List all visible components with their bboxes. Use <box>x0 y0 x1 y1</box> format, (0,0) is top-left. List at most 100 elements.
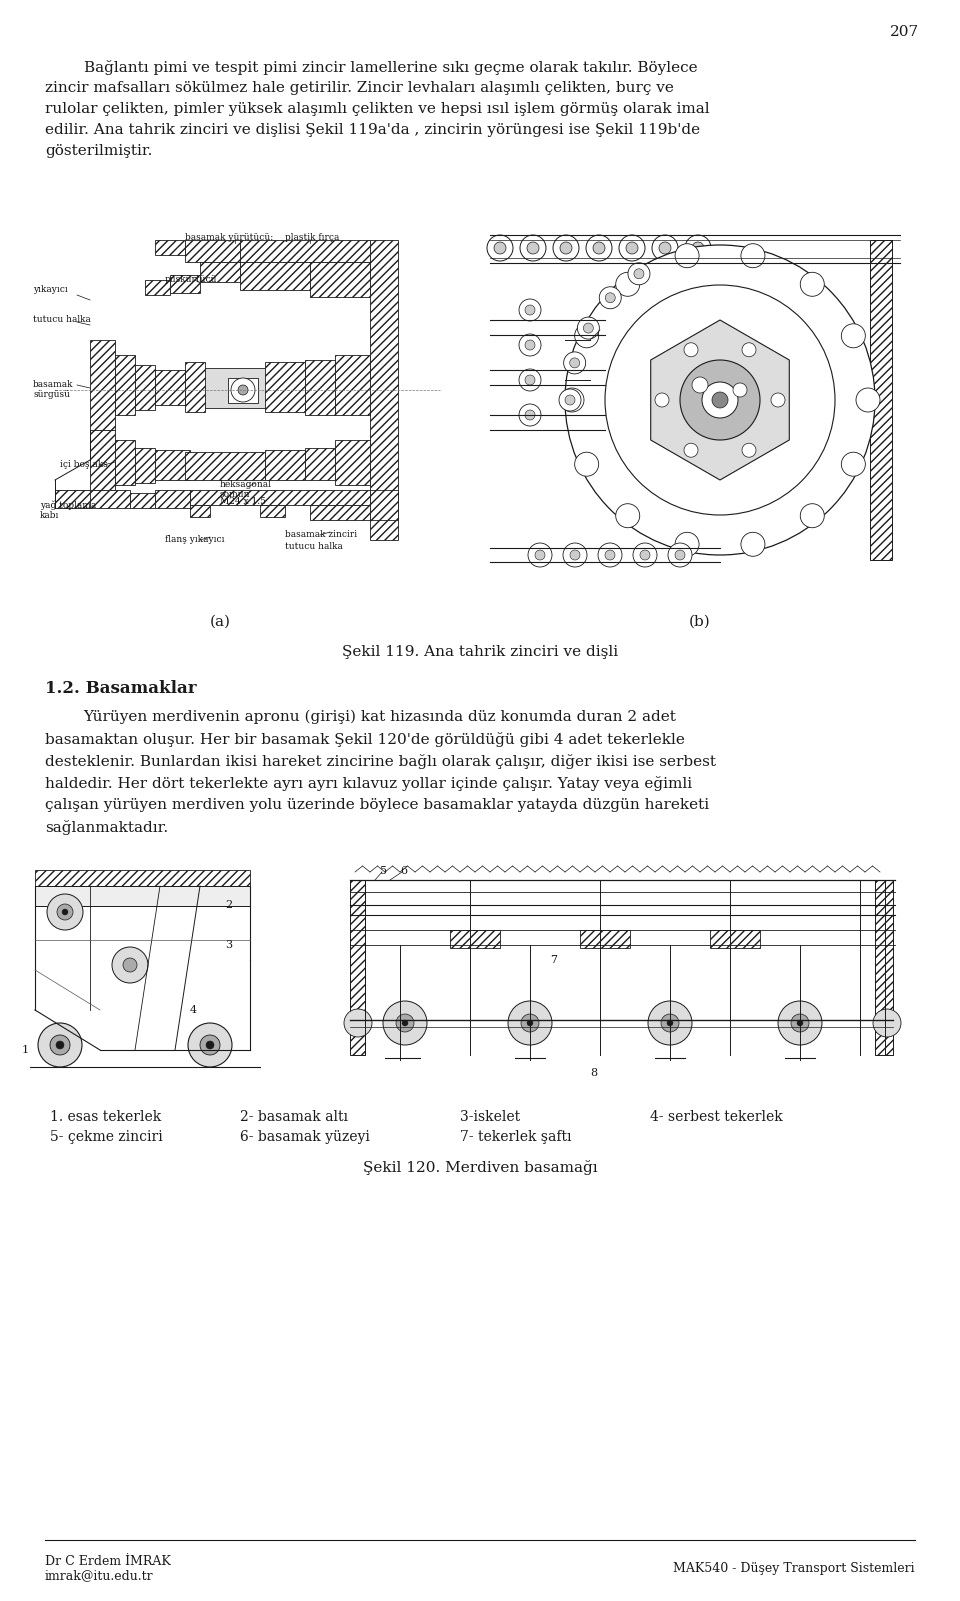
Bar <box>145 280 170 295</box>
Bar <box>335 440 370 485</box>
Text: püskürtücü: püskürtücü <box>165 275 218 283</box>
Text: 7- tekerlek şaftı: 7- tekerlek şaftı <box>460 1130 571 1145</box>
Circle shape <box>62 909 68 916</box>
Circle shape <box>508 1001 552 1045</box>
Circle shape <box>563 543 587 567</box>
Text: 1: 1 <box>22 1045 29 1055</box>
Text: imrak@itu.edu.tr: imrak@itu.edu.tr <box>45 1569 154 1582</box>
Circle shape <box>47 893 83 930</box>
Circle shape <box>200 1034 220 1055</box>
Bar <box>310 263 370 298</box>
Text: sağlanmaktadır.: sağlanmaktadır. <box>45 820 168 836</box>
Circle shape <box>559 389 581 411</box>
Text: gösterilmiştir.: gösterilmiştir. <box>45 144 153 158</box>
Circle shape <box>50 1034 70 1055</box>
Bar <box>170 275 200 293</box>
Circle shape <box>402 1020 408 1026</box>
Circle shape <box>684 443 698 458</box>
Text: 4- serbest tekerlek: 4- serbest tekerlek <box>650 1109 782 1124</box>
Bar <box>90 431 115 490</box>
Bar <box>190 490 370 504</box>
Text: basamak
sürgüsü: basamak sürgüsü <box>33 379 74 399</box>
Bar <box>310 504 370 520</box>
Circle shape <box>873 1009 901 1037</box>
Bar <box>155 240 185 255</box>
Circle shape <box>519 403 541 426</box>
Circle shape <box>520 235 546 261</box>
Circle shape <box>553 235 579 261</box>
Text: Şekil 119. Ana tahrik zinciri ve dişli: Şekil 119. Ana tahrik zinciri ve dişli <box>342 645 618 660</box>
Bar <box>35 869 250 885</box>
Circle shape <box>712 392 728 408</box>
Bar <box>305 448 335 480</box>
Circle shape <box>628 263 650 285</box>
Bar <box>135 448 155 484</box>
Circle shape <box>494 242 506 255</box>
Text: zincir mafsalları sökülmez hale getirilir. Zincir levhaları alaşımlı çelikten, b: zincir mafsalları sökülmez hale getirili… <box>45 82 674 94</box>
Text: (a): (a) <box>209 615 230 629</box>
Text: tutucu halka: tutucu halka <box>285 543 343 551</box>
Circle shape <box>565 245 875 556</box>
Text: basamak yürütücü:: basamak yürütücü: <box>185 234 274 242</box>
Circle shape <box>344 1009 372 1037</box>
Circle shape <box>525 339 535 351</box>
Circle shape <box>525 375 535 384</box>
Text: M24 x 1.5: M24 x 1.5 <box>220 496 266 506</box>
Bar <box>130 493 155 508</box>
Circle shape <box>741 243 765 267</box>
Circle shape <box>655 392 669 407</box>
Circle shape <box>56 1041 64 1049</box>
Circle shape <box>605 285 835 516</box>
Circle shape <box>801 504 825 528</box>
Circle shape <box>519 335 541 355</box>
Bar <box>260 504 285 517</box>
Circle shape <box>742 443 756 458</box>
Circle shape <box>791 1013 809 1033</box>
Circle shape <box>231 378 255 402</box>
Circle shape <box>525 306 535 315</box>
Bar <box>115 355 135 415</box>
Circle shape <box>702 383 738 418</box>
Text: desteklenir. Bunlardan ikisi hareket zincirine bağlı olarak çalışır, diğer ikisi: desteklenir. Bunlardan ikisi hareket zin… <box>45 754 716 768</box>
Bar <box>35 885 250 906</box>
Circle shape <box>742 343 756 357</box>
Circle shape <box>519 368 541 391</box>
Text: 5: 5 <box>380 866 387 876</box>
Circle shape <box>778 1001 822 1045</box>
Bar <box>228 378 258 403</box>
Text: basamak zinciri: basamak zinciri <box>285 530 357 540</box>
Text: 5- çekme zinciri: 5- çekme zinciri <box>50 1130 163 1145</box>
Circle shape <box>841 451 865 475</box>
Circle shape <box>527 242 539 255</box>
Bar <box>190 368 270 408</box>
Text: Bağlantı pimi ve tespit pimi zincir lamellerine sıkı geçme olarak takılır. Böyle: Bağlantı pimi ve tespit pimi zincir lame… <box>45 59 698 75</box>
Bar <box>710 930 760 948</box>
Circle shape <box>396 1013 414 1033</box>
Circle shape <box>112 948 148 983</box>
Circle shape <box>605 293 615 303</box>
Text: 7: 7 <box>550 956 557 965</box>
Bar <box>200 263 240 282</box>
Bar <box>185 240 240 263</box>
Bar <box>240 263 310 290</box>
Circle shape <box>675 243 699 267</box>
Bar <box>185 362 205 411</box>
Circle shape <box>525 410 535 419</box>
Circle shape <box>626 242 638 255</box>
Circle shape <box>741 532 765 556</box>
Circle shape <box>598 543 622 567</box>
Bar <box>875 881 893 1055</box>
Circle shape <box>487 235 513 261</box>
Circle shape <box>615 272 639 296</box>
Circle shape <box>593 242 605 255</box>
Bar <box>55 490 90 508</box>
Circle shape <box>771 392 785 407</box>
Bar <box>370 490 398 520</box>
Text: edilir. Ana tahrik zinciri ve dişlisi Şekil 119a'da , zincirin yörüngesi ise Şek: edilir. Ana tahrik zinciri ve dişlisi Şe… <box>45 123 700 138</box>
Bar <box>155 450 190 480</box>
Bar <box>265 362 305 411</box>
Bar <box>135 365 155 410</box>
Circle shape <box>633 543 657 567</box>
Circle shape <box>575 451 599 475</box>
Circle shape <box>569 359 580 368</box>
